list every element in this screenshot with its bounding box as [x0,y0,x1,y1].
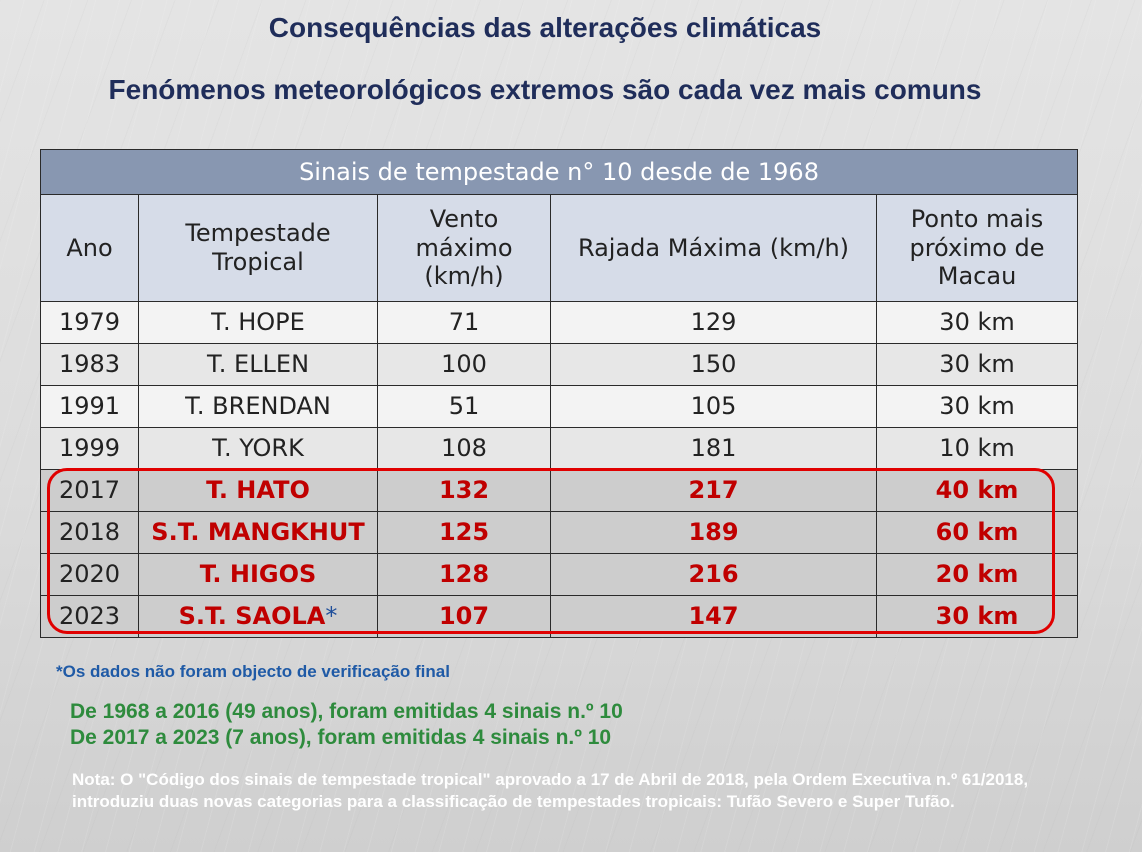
page-title: Consequências das alterações climáticas [268,12,822,43]
table-row-highlighted: 2018 S.T. MANGKHUT 125 189 60 km [40,511,1079,554]
cell-gust: 217 [550,469,877,512]
cell-distance: 60 km [875,511,1079,554]
cell-storm: T. ELLEN [138,343,378,386]
cell-wind: 100 [377,343,551,386]
cell-year: 1991 [40,385,139,428]
note-text: Nota: O "Código dos sinais de tempestade… [72,770,1029,812]
cell-year: 2017 [40,469,139,512]
cell-storm: T. HIGOS [138,553,378,596]
storm-name: S.T. SAOLA [178,602,326,631]
cell-storm: T. HATO [138,469,378,512]
cell-distance: 40 km [875,469,1079,512]
cell-distance: 30 km [875,343,1079,386]
cell-distance: 30 km [875,595,1079,638]
cell-year: 2020 [40,553,139,596]
cell-year: 2023 [40,595,139,638]
storm-signal-table: Sinais de tempestade n° 10 desde de 1968… [39,149,1079,638]
cell-distance: 30 km [875,385,1079,428]
footnote: *Os dados não foram objecto de verificaç… [56,662,450,681]
cell-wind: 132 [377,469,551,512]
header-max-wind: Vento máximo (km/h) [377,194,551,302]
table-row: 1991 T. BRENDAN 51 105 30 km [40,385,1079,428]
header-max-gust: Rajada Máxima (km/h) [550,194,877,302]
table-row-highlighted: 2020 T. HIGOS 128 216 20 km [40,553,1079,596]
cell-storm: T. HOPE [138,301,378,344]
cell-gust: 181 [550,427,877,470]
cell-year: 2018 [40,511,139,554]
cell-distance: 30 km [875,301,1079,344]
cell-distance: 10 km [875,427,1079,470]
header-storm: Tempestade Tropical [138,194,378,302]
table-row: 1979 T. HOPE 71 129 30 km [40,301,1079,344]
summary-line-1: De 1968 a 2016 (49 anos), foram emitidas… [70,700,623,723]
page-subtitle: Fenómenos meteorológicos extremos são ca… [108,74,982,105]
cell-wind: 71 [377,301,551,344]
table-banner: Sinais de tempestade n° 10 desde de 1968 [39,149,1079,195]
table-row: 1983 T. ELLEN 100 150 30 km [40,343,1079,386]
table-row-highlighted: 2023 S.T. SAOLA* 107 147 30 km [40,595,1079,638]
unverified-asterisk: * [325,602,338,631]
table-row-highlighted: 2017 T. HATO 132 217 40 km [40,469,1079,512]
cell-gust: 216 [550,553,877,596]
cell-gust: 105 [550,385,877,428]
table-header-row: Ano Tempestade Tropical Vento máximo (km… [40,194,1079,302]
cell-storm: T. BRENDAN [138,385,378,428]
cell-wind: 108 [377,427,551,470]
cell-storm: T. YORK [138,427,378,470]
cell-wind: 51 [377,385,551,428]
cell-wind: 107 [377,595,551,638]
cell-gust: 150 [550,343,877,386]
cell-wind: 125 [377,511,551,554]
cell-storm: S.T. SAOLA* [138,595,378,638]
cell-storm: S.T. MANGKHUT [138,511,378,554]
cell-gust: 147 [550,595,877,638]
cell-year: 1983 [40,343,139,386]
cell-distance: 20 km [875,553,1079,596]
header-closest-point: Ponto mais próximo de Macau [875,194,1079,302]
cell-year: 1999 [40,427,139,470]
cell-wind: 128 [377,553,551,596]
header-year: Ano [40,194,139,302]
summary-line-2: De 2017 a 2023 (7 anos), foram emitidas … [70,726,612,749]
cell-gust: 189 [550,511,877,554]
table-row: 1999 T. YORK 108 181 10 km [40,427,1079,470]
cell-year: 1979 [40,301,139,344]
cell-gust: 129 [550,301,877,344]
